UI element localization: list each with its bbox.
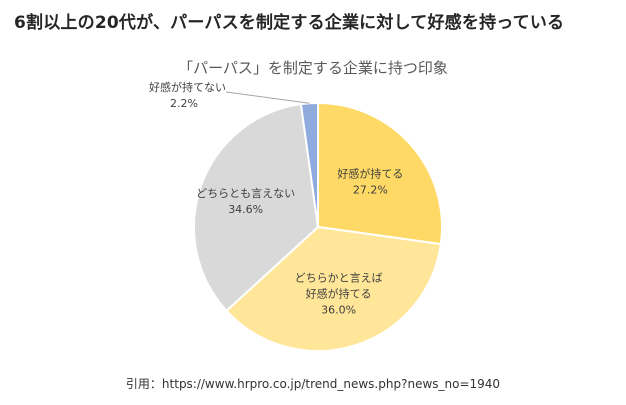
pie-slice (225, 225, 442, 352)
slice-value-label: 36.0% (321, 303, 356, 316)
pie-slices (193, 101, 443, 352)
slice-label: 好感が持てる 27.2% (337, 166, 403, 196)
slice-category-label: 好感が持てる (337, 166, 403, 180)
slice-value-label: 34.6% (228, 203, 263, 216)
pie-slice (299, 101, 319, 228)
pie-labels: 好感が持てる 27.2%どちらかと言えば好感が持てる 36.0%どちらとも言えない 3… (149, 80, 403, 316)
source-citation: 引用：https://www.hrpro.co.jp/trend_news.ph… (125, 377, 501, 391)
slice-label: 好感が持てない 2.2% (149, 80, 226, 110)
leader-line (225, 91, 310, 104)
pie-slice (193, 103, 320, 313)
slice-label: どちらとも言えない 34.6% (196, 187, 295, 216)
pie-slice (317, 101, 443, 246)
chart-title: 「パーパス」を制定する企業に持つ印象 (178, 59, 448, 77)
slice-category-label: 好感が持てない (149, 80, 226, 94)
slice-value-label: 2.2% (170, 97, 198, 110)
slice-value-label: 27.2% (353, 183, 388, 196)
slice-label: どちらかと言えば好感が持てる 36.0% (295, 271, 383, 316)
slice-category-label: どちらかと言えば (295, 271, 383, 284)
slice-category-label: 好感が持てる (306, 286, 372, 300)
slice-category-label: どちらとも言えない (196, 187, 295, 200)
headline: 6割以上の20代が、パーパスを制定する企業に対して好感を持っている (14, 13, 565, 33)
